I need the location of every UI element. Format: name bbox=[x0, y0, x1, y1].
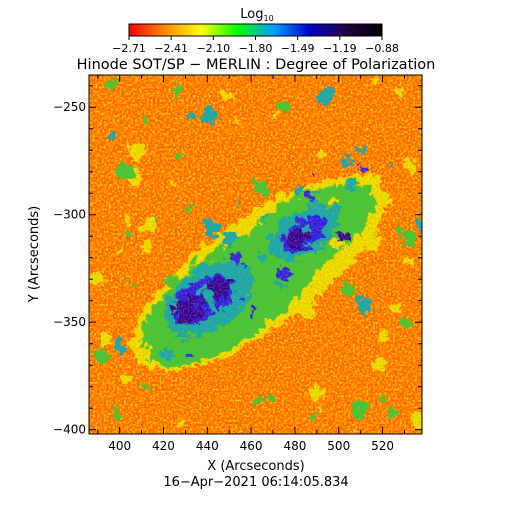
y-tick-label: −350 bbox=[53, 315, 86, 329]
x-tick-label: 480 bbox=[283, 439, 306, 453]
colorbar-tick-label: −2.41 bbox=[154, 42, 188, 55]
colorbar-tick-label: −0.88 bbox=[365, 42, 399, 55]
colorbar-tick-label: −1.80 bbox=[239, 42, 273, 55]
colorbar-ticks: −2.71 −2.41 −2.10 −1.80 −1.49 −1.19 −0.88 bbox=[112, 36, 399, 55]
y-tick-label: −300 bbox=[53, 208, 86, 222]
colorbar bbox=[128, 23, 383, 37]
colorbar-label: Log10 bbox=[240, 7, 273, 23]
plot-frame bbox=[88, 74, 423, 435]
x-axis-label: X (Arcseconds) bbox=[207, 459, 304, 474]
colorbar-tick-label: −1.49 bbox=[281, 42, 315, 55]
polarization-map bbox=[89, 75, 422, 434]
y-tick-label: −250 bbox=[53, 100, 86, 114]
x-tick-label: 500 bbox=[327, 439, 350, 453]
y-tick-label: −400 bbox=[53, 423, 86, 437]
y-axis-label: Y (Arcseconds) bbox=[27, 206, 42, 303]
colorbar-tick-label: −2.71 bbox=[112, 42, 146, 55]
x-tick-label: 440 bbox=[196, 439, 219, 453]
y-axis-ticks: −250 −300 −350 −400 bbox=[53, 85, 422, 437]
plot-title: Hinode SOT/SP − MERLIN : Degree of Polar… bbox=[77, 57, 436, 73]
x-tick-label: 400 bbox=[108, 439, 131, 453]
x-axis-ticks: 400 420 440 460 480 500 520 bbox=[97, 75, 405, 453]
timestamp: 16−Apr−2021 06:14:05.834 bbox=[163, 475, 348, 490]
x-tick-label: 460 bbox=[240, 439, 263, 453]
colorbar-tick-label: −2.10 bbox=[196, 42, 230, 55]
colorbar-tick-label: −1.19 bbox=[323, 42, 357, 55]
x-tick-label: 420 bbox=[152, 439, 175, 453]
x-tick-label: 520 bbox=[371, 439, 394, 453]
